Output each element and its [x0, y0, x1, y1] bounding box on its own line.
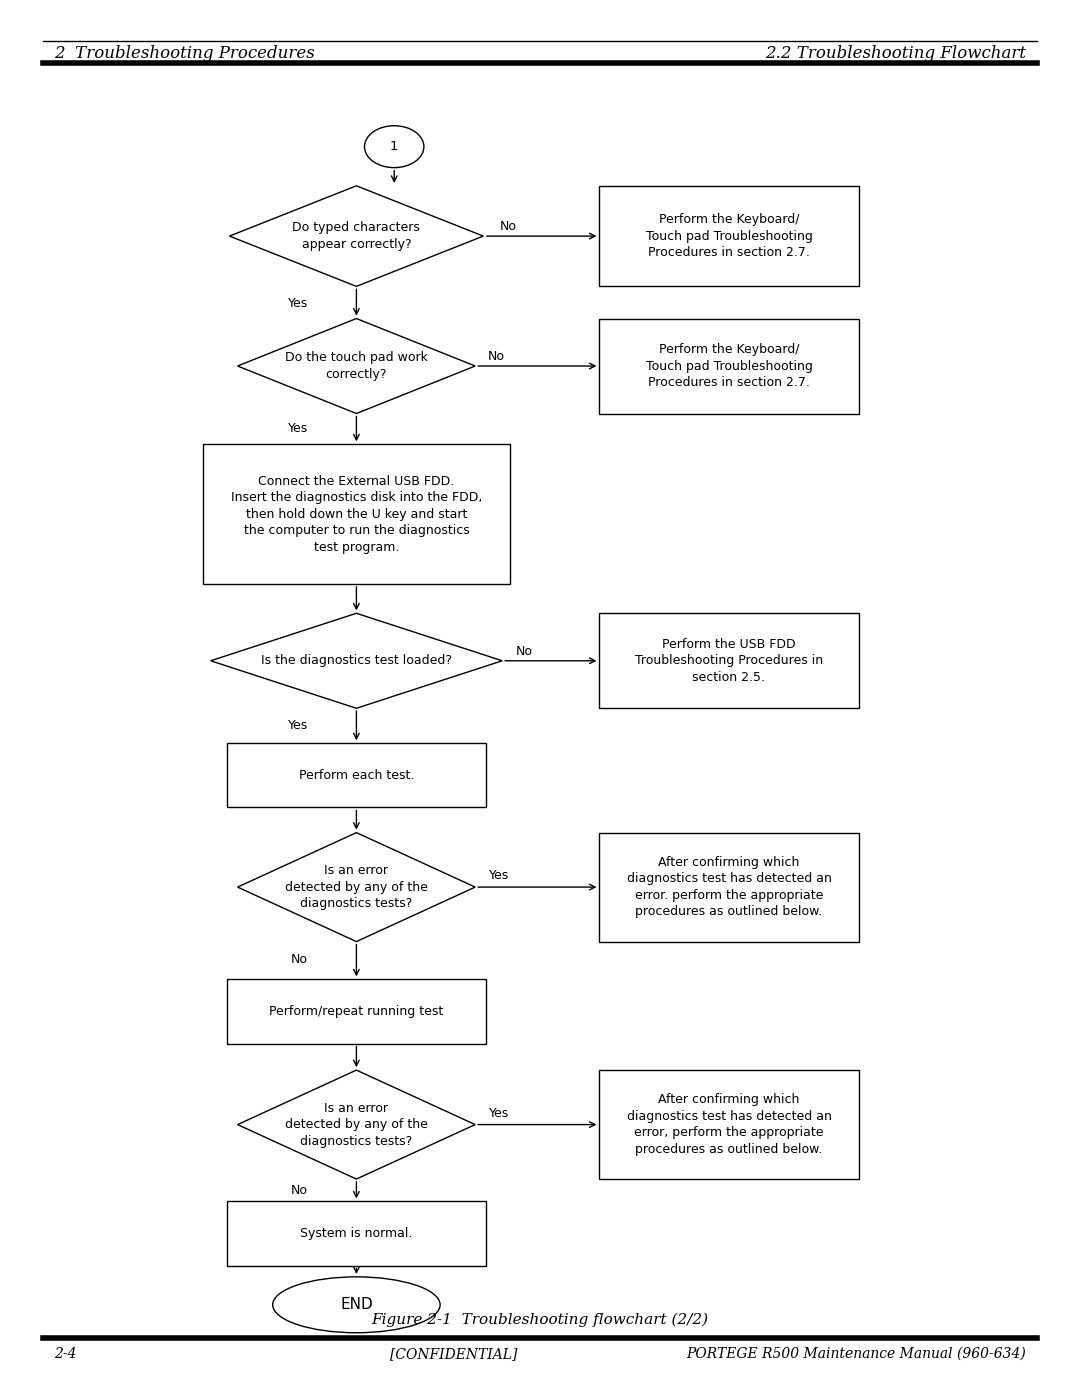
- Text: Figure 2-1  Troubleshooting flowchart (2/2): Figure 2-1 Troubleshooting flowchart (2/…: [372, 1313, 708, 1327]
- Text: After confirming which
diagnostics test has detected an
error, perform the appro: After confirming which diagnostics test …: [626, 1094, 832, 1155]
- Text: END: END: [340, 1298, 373, 1312]
- Text: Yes: Yes: [287, 296, 308, 310]
- Text: Yes: Yes: [489, 869, 510, 883]
- Text: [CONFIDENTIAL]: [CONFIDENTIAL]: [390, 1347, 517, 1361]
- Text: Yes: Yes: [287, 422, 308, 436]
- Text: 2  Troubleshooting Procedures: 2 Troubleshooting Procedures: [54, 45, 314, 61]
- Text: System is normal.: System is normal.: [300, 1227, 413, 1241]
- Text: Do the touch pad work
correctly?: Do the touch pad work correctly?: [285, 351, 428, 381]
- Text: 2-4: 2-4: [54, 1347, 77, 1361]
- Text: No: No: [291, 1183, 308, 1197]
- Text: After confirming which
diagnostics test has detected an
error. perform the appro: After confirming which diagnostics test …: [626, 856, 832, 918]
- Text: No: No: [291, 953, 308, 967]
- Text: Is an error
detected by any of the
diagnostics tests?: Is an error detected by any of the diagn…: [285, 865, 428, 909]
- Text: Connect the External USB FDD.
Insert the diagnostics disk into the FDD,
then hol: Connect the External USB FDD. Insert the…: [231, 475, 482, 553]
- Text: Is the diagnostics test loaded?: Is the diagnostics test loaded?: [261, 654, 451, 668]
- Text: PORTEGE R500 Maintenance Manual (960-634): PORTEGE R500 Maintenance Manual (960-634…: [686, 1347, 1026, 1361]
- Text: Perform the USB FDD
Troubleshooting Procedures in
section 2.5.: Perform the USB FDD Troubleshooting Proc…: [635, 638, 823, 683]
- Text: Perform the Keyboard/
Touch pad Troubleshooting
Procedures in section 2.7.: Perform the Keyboard/ Touch pad Troubles…: [646, 214, 812, 258]
- Text: Perform each test.: Perform each test.: [299, 768, 414, 782]
- Text: Yes: Yes: [287, 718, 308, 732]
- Text: 1: 1: [390, 140, 399, 154]
- Text: Perform the Keyboard/
Touch pad Troubleshooting
Procedures in section 2.7.: Perform the Keyboard/ Touch pad Troubles…: [646, 344, 812, 388]
- Text: No: No: [488, 349, 505, 363]
- Text: 2.2 Troubleshooting Flowchart: 2.2 Troubleshooting Flowchart: [765, 45, 1026, 61]
- Text: Perform/repeat running test: Perform/repeat running test: [269, 1004, 444, 1018]
- Text: No: No: [516, 644, 534, 658]
- Text: Is an error
detected by any of the
diagnostics tests?: Is an error detected by any of the diagn…: [285, 1102, 428, 1147]
- Text: Yes: Yes: [489, 1106, 510, 1120]
- Text: No: No: [500, 219, 517, 233]
- Text: Do typed characters
appear correctly?: Do typed characters appear correctly?: [293, 221, 420, 251]
